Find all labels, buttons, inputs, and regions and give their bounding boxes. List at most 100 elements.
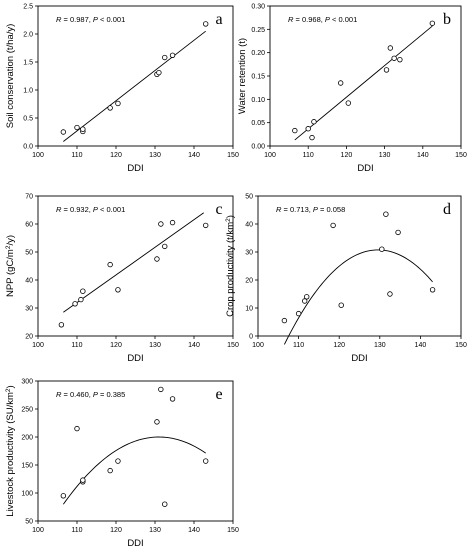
x-axis-title: DDI	[127, 353, 143, 364]
x-tick-label: 150	[227, 342, 239, 349]
data-point	[154, 256, 160, 262]
stat-annotation: R = 0.968, P < 0.001	[288, 15, 357, 24]
data-point	[169, 219, 176, 226]
data-point	[115, 458, 121, 464]
y-tick-label: 70	[25, 194, 33, 201]
data-point	[301, 298, 308, 304]
data-point	[391, 55, 397, 61]
panel-e: 100 110 120 130 140 15050100150200250300DDILi…	[5, 379, 239, 550]
plot-frame	[269, 5, 462, 147]
data-point	[60, 129, 67, 135]
x-tick-label: 110	[293, 342, 304, 349]
fit-line	[63, 212, 205, 313]
x-tick-label: 140	[417, 152, 429, 159]
x-tick-label: 130	[374, 342, 386, 349]
x-tick-label: 100	[264, 152, 276, 159]
plot-frame	[37, 380, 234, 522]
fit-line	[283, 249, 433, 345]
fit-line	[63, 30, 206, 142]
x-axis-title: DDI	[351, 353, 367, 364]
panel-letter: d	[443, 201, 451, 218]
y-tick-label: 50	[245, 194, 253, 201]
x-tick-label: 140	[188, 527, 200, 534]
x-tick-label: 130	[149, 527, 161, 534]
data-point	[107, 261, 113, 268]
data-point	[379, 246, 385, 252]
data-point	[107, 105, 113, 111]
data-point	[305, 126, 311, 132]
x-tick-label: 100	[32, 152, 44, 159]
fit-line	[62, 436, 206, 505]
data-point	[429, 287, 436, 293]
x-tick-label: 150	[455, 342, 467, 349]
y-axis-title: Water retention (t)	[237, 38, 248, 114]
plot-frame	[37, 5, 234, 147]
data-point	[115, 100, 121, 107]
y-tick-label: 0.15	[251, 74, 265, 81]
data-point	[80, 126, 86, 132]
stat-annotation: R = 0.713, P = 0.058	[276, 205, 345, 214]
y-axis-title: NPP (gC/m2/y)	[5, 235, 17, 297]
stat-annotation: R = 0.460, P = 0.385	[56, 390, 125, 399]
data-point	[395, 229, 401, 236]
data-point	[162, 243, 168, 250]
y-tick-label: 2.0	[23, 32, 33, 39]
panel-d: 100 110 120 130 140 150 0 10 20 30 40 50 DDI Crop pro…	[225, 194, 467, 365]
x-tick-label: 110	[71, 527, 82, 534]
x-tick-label: 110	[71, 342, 82, 349]
y-tick-label: 0.25	[251, 27, 265, 34]
y-tick-label: 0.5	[23, 116, 33, 123]
data-point	[304, 294, 310, 300]
y-axis-title: Livestock productivity (SU/km2)	[5, 385, 17, 516]
data-point	[330, 222, 336, 229]
y-tick-label: 1.5	[23, 60, 33, 67]
panel-letter: e	[215, 386, 222, 403]
data-point	[107, 467, 113, 474]
x-tick-label: 130	[379, 152, 391, 159]
data-point	[80, 477, 86, 483]
panel-letter: a	[215, 11, 222, 28]
x-tick-label: 120	[110, 527, 122, 534]
x-axis-title: DDI	[127, 163, 143, 174]
panel-c: 100 110 120 130 140 150 20 30 40 50 60 70 DDI NPP (gC…	[5, 194, 239, 365]
data-point	[80, 288, 86, 294]
y-tick-label: 300	[21, 379, 33, 386]
x-tick-label: 140	[188, 152, 200, 159]
y-tick-label: 20	[245, 278, 253, 285]
y-tick-label: 40	[25, 278, 33, 285]
y-axis-title: Soil conservation (t/ha/y)	[5, 24, 16, 129]
panel-b: 100 110 120 130 140 150 0.00 0.05 0.10 0.15 0.20 0.…	[237, 4, 467, 175]
x-tick-label: 150	[227, 527, 239, 534]
y-tick-label: 10	[245, 306, 253, 313]
data-point	[387, 291, 393, 297]
y-tick-label: 0.05	[251, 120, 265, 127]
stat-annotation: R = 0.987, P < 0.001	[56, 15, 125, 24]
data-point	[58, 322, 65, 328]
panel-letter: c	[215, 201, 222, 218]
y-tick-label: 60	[25, 222, 33, 229]
x-tick-label: 120	[110, 152, 122, 159]
data-point	[345, 100, 352, 106]
x-tick-label: 140	[188, 342, 200, 349]
y-tick-label: 100	[21, 491, 33, 498]
data-point	[158, 386, 164, 393]
y-tick-label: 150	[21, 463, 33, 470]
data-point	[74, 425, 80, 432]
data-point	[383, 67, 390, 73]
data-point	[154, 419, 160, 425]
data-point	[387, 45, 394, 51]
data-point	[156, 69, 162, 76]
y-tick-label: 0	[249, 334, 253, 341]
data-point	[292, 127, 298, 134]
x-tick-label: 120	[333, 342, 345, 349]
x-tick-label: 150	[227, 152, 239, 159]
y-tick-label: 30	[25, 306, 33, 313]
x-tick-label: 130	[149, 342, 161, 349]
y-tick-label: 2.5	[23, 4, 33, 11]
data-point	[397, 56, 403, 63]
x-tick-label: 150	[455, 152, 467, 159]
stat-annotation: R = 0.932, P < 0.001	[56, 205, 125, 214]
x-tick-label: 110	[303, 152, 314, 159]
x-tick-label: 140	[415, 342, 427, 349]
